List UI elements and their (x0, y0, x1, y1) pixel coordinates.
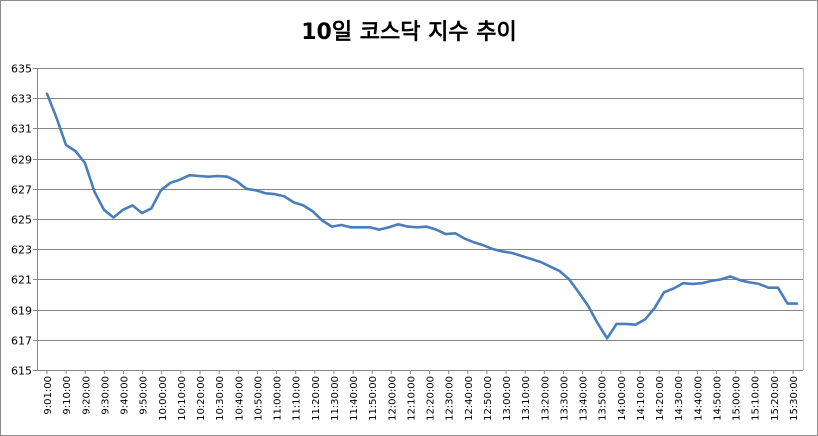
x-tick-label: 12:00:00 (387, 376, 398, 421)
y-tick-label: 623 (11, 244, 32, 257)
x-tick-label: 9:01:00 (43, 376, 54, 415)
x-tick-label: 12:30:00 (445, 376, 456, 421)
x-tick-label: 14:50:00 (712, 376, 723, 421)
y-tick-label: 631 (11, 123, 32, 136)
x-tick-label: 13:00:00 (502, 376, 513, 421)
x-tick-label: 14:00:00 (617, 376, 628, 421)
x-tick-label: 10:10:00 (177, 376, 188, 421)
x-tick-label: 11:00:00 (273, 376, 284, 421)
x-tick-label: 14:20:00 (655, 376, 666, 421)
y-tick-label: 627 (11, 184, 32, 197)
y-tick-label: 619 (11, 305, 32, 318)
x-tick-label: 9:50:00 (139, 376, 150, 415)
x-tick-label: 11:20:00 (311, 376, 322, 421)
x-tick-label: 11:30:00 (330, 376, 341, 421)
x-tick-label: 15:10:00 (751, 376, 762, 421)
x-tick-label: 10:50:00 (253, 376, 264, 421)
x-tick-label: 13:10:00 (521, 376, 532, 421)
x-tick-label: 13:40:00 (579, 376, 590, 421)
x-tick-label: 9:20:00 (81, 376, 92, 415)
series-line (45, 92, 799, 340)
x-tick-label: 10:00:00 (158, 376, 169, 421)
gridlines (37, 68, 804, 371)
x-tick-label: 12:20:00 (426, 376, 437, 421)
x-tick-label: 15:20:00 (770, 376, 781, 421)
x-axis: 9:01:00 9:10:00 9:20:00 9:30:00 9:40:00 9:50:… (37, 370, 803, 421)
x-tick-label: 9:10:00 (62, 376, 73, 415)
x-tick-label: 10:40:00 (234, 376, 245, 421)
x-tick-label: 13:30:00 (559, 376, 570, 421)
y-tick-label: 621 (11, 274, 32, 287)
x-tick-label: 12:40:00 (464, 376, 475, 421)
x-tick-label: 11:50:00 (368, 376, 379, 421)
y-tick-label: 635 (11, 63, 32, 76)
x-tick-label: 15:30:00 (789, 376, 800, 421)
x-tick-label: 11:40:00 (349, 376, 360, 421)
series-layer (45, 92, 799, 340)
x-tick-label: 15:00:00 (732, 376, 743, 421)
x-tick-label: 12:10:00 (406, 376, 417, 421)
y-tick-label: 615 (11, 365, 32, 378)
x-tick-label: 14:30:00 (674, 376, 685, 421)
x-tick-label: 9:30:00 (100, 376, 111, 415)
y-tick-label: 633 (11, 93, 32, 106)
x-tick-label: 10:20:00 (196, 376, 207, 421)
x-tick-label: 12:50:00 (483, 376, 494, 421)
x-tick-label: 9:40:00 (120, 376, 131, 415)
x-tick-label: 14:40:00 (693, 376, 704, 421)
y-tick-label: 629 (11, 154, 32, 167)
chart-title: 10일 코스닥 지수 추이 (301, 20, 517, 45)
x-tick-label: 13:20:00 (540, 376, 551, 421)
x-tick-label: 10:30:00 (215, 376, 226, 421)
y-tick-label: 617 (11, 335, 32, 348)
y-tick-label: 625 (11, 214, 32, 227)
x-tick-label: 11:10:00 (292, 376, 303, 421)
x-tick-label: 14:10:00 (636, 376, 647, 421)
x-tick-label: 13:50:00 (598, 376, 609, 421)
y-axis: 615 617 619 621 623 625 627 629 631 633 635 (11, 63, 38, 378)
